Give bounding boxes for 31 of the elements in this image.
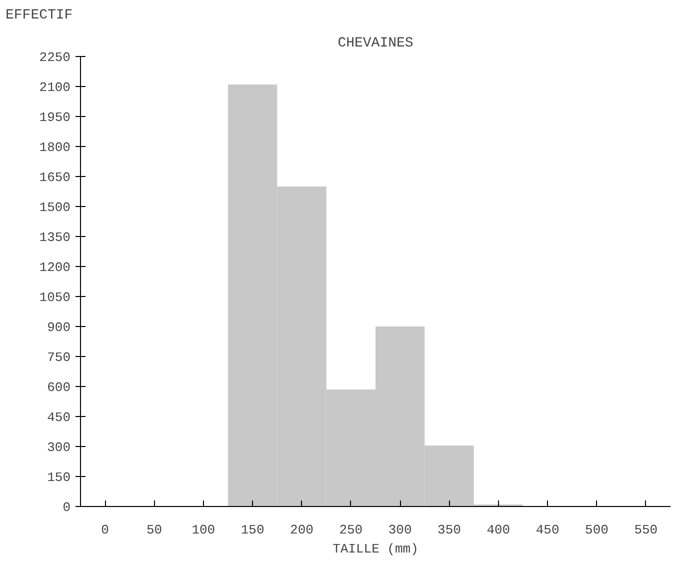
x-tick-label: 300 [388,522,412,538]
y-tick-label: 1800 [39,140,71,155]
y-tick-label: 1200 [39,260,71,275]
chart-title: CHEVAINES [338,36,414,52]
x-tick-label: 0 [101,522,109,538]
y-tick-label: 1950 [39,110,71,125]
y-tick-label: 150 [47,470,70,485]
x-tick-label: 550 [634,522,658,538]
y-axis-title: EFFECTIF [6,8,73,24]
x-tick-label: 500 [585,522,608,538]
y-tick-label: 600 [47,380,70,395]
y-tick-label: 300 [47,440,70,455]
y-tick-label: 1350 [39,230,71,245]
y-tick-label: 1050 [39,290,71,305]
x-tick-label: 200 [290,522,314,538]
y-tick-label: 900 [47,320,70,335]
y-tick-label: 750 [47,350,70,365]
x-tick-label: 450 [536,522,560,538]
x-tick-label: 400 [486,522,510,538]
y-tick-label: 2100 [39,80,71,95]
x-tick-label: 150 [240,522,264,538]
y-tick-label: 2250 [39,50,71,65]
y-tick-label: 450 [47,410,70,425]
y-tick-label: 1650 [39,170,71,185]
x-tick-label: 100 [192,522,216,538]
y-tick-label: 1500 [39,200,71,215]
x-axis-title: TAILLE (mm) [332,542,418,556]
x-tick-label: 350 [438,522,461,538]
y-tick-label: 0 [62,500,71,515]
x-tick-label: 50 [146,522,162,538]
x-tick-label: 250 [339,522,363,538]
